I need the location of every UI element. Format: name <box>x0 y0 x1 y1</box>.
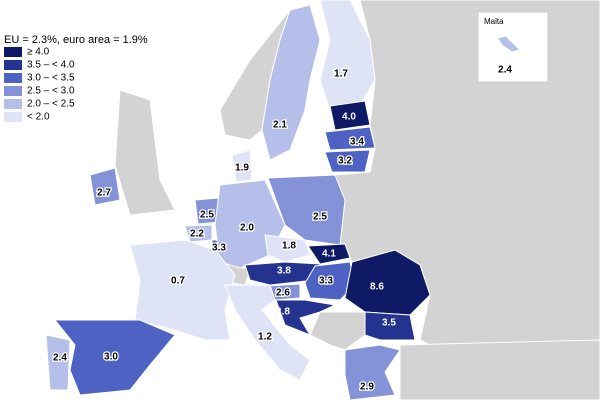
legend-label: 3.0 – < 3.5 <box>27 73 75 84</box>
legend-swatch <box>4 86 22 96</box>
country-value: 3.5 <box>382 318 396 329</box>
legend-title: EU = 2.3%, euro area = 1.9% <box>4 34 148 46</box>
country-value: 2.9 <box>360 382 374 393</box>
legend-label: 2.5 – < 3.0 <box>27 86 75 97</box>
land <box>399 339 600 400</box>
country-value: 1.7 <box>334 69 348 80</box>
legend-label: 2.0 – < 2.5 <box>27 99 75 110</box>
legend-swatch <box>4 47 22 57</box>
country-value: 1.8 <box>282 241 296 252</box>
country-value: 1.2 <box>258 332 272 343</box>
country <box>129 239 236 341</box>
country-value: 2.5 <box>313 212 327 223</box>
legend-label: ≥ 4.0 <box>27 47 50 58</box>
country <box>261 4 321 161</box>
malta-shape <box>496 35 521 53</box>
country-value: 2.1 <box>273 120 287 131</box>
inset-value: 2.4 <box>498 65 512 76</box>
land <box>114 89 176 216</box>
legend-label: < 2.0 <box>27 112 50 123</box>
country <box>324 126 376 151</box>
country-value: 2.5 <box>200 210 214 221</box>
country-value: 4.1 <box>322 249 336 260</box>
country-value: 3.3 <box>212 243 226 254</box>
country <box>89 167 121 206</box>
country-value: 8.6 <box>370 282 384 293</box>
country-value: 2.7 <box>97 188 111 199</box>
inset-title: Malta <box>484 17 504 26</box>
country-value: 2.0 <box>240 223 254 234</box>
country-value: 3.8 <box>277 266 291 277</box>
country <box>275 299 337 337</box>
country-value: 3.8 <box>276 307 290 318</box>
legend-swatch <box>4 112 22 122</box>
country <box>224 284 311 381</box>
country-value: 0.7 <box>171 276 185 287</box>
country-value: 3.3 <box>319 276 333 287</box>
legend-label: 3.5 – < 4.0 <box>27 60 75 71</box>
country-value: 2.2 <box>190 229 204 240</box>
country <box>344 249 431 316</box>
legend-swatch <box>4 99 22 109</box>
country <box>264 234 311 263</box>
labels: 1.7 2.1 4.0 3.4 3.2 1.9 2.7 2.5 2.2 3.3 2.0 2.5 1.8 4… <box>52 67 397 394</box>
country <box>324 149 371 173</box>
country <box>307 243 351 265</box>
country <box>329 100 371 131</box>
country <box>231 149 253 183</box>
country-value: 2.6 <box>276 288 290 299</box>
country <box>45 334 71 391</box>
legend: ≥ 4.0 3.5 – < 4.0 3.0 – < 3.5 2.5 – < 3.0 2.… <box>4 47 75 123</box>
country-value: 3.0 <box>104 352 118 363</box>
country-value: 3.2 <box>338 156 352 167</box>
legend-swatch <box>4 73 22 83</box>
country <box>53 319 176 396</box>
country <box>304 261 356 301</box>
country <box>364 311 416 341</box>
country-value: 3.4 <box>350 137 364 148</box>
country-value: 2.4 <box>53 353 67 364</box>
regions <box>45 0 431 400</box>
legend-swatch <box>4 60 22 70</box>
country-value: 1.9 <box>235 163 249 174</box>
country-value: 4.0 <box>342 112 356 123</box>
country <box>344 344 401 400</box>
malta-inset: Malta 2.4 <box>477 11 549 83</box>
